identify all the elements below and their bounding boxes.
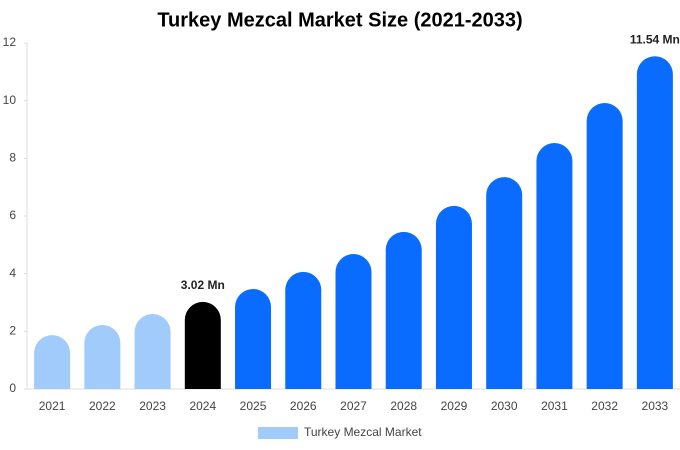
x-tick-label: 2021 <box>39 399 66 413</box>
legend-label: Turkey Mezcal Market <box>304 425 422 439</box>
bar <box>235 288 272 389</box>
x-tick-label: 2033 <box>642 399 669 413</box>
y-tick-label: 4 <box>9 266 16 280</box>
x-tick-label: 2032 <box>591 399 618 413</box>
x-tick-label: 2026 <box>290 399 317 413</box>
bar <box>335 254 372 389</box>
bar <box>586 102 623 390</box>
x-tick-label: 2031 <box>541 399 568 413</box>
x-tick-label: 2030 <box>491 399 518 413</box>
y-tick-label: 8 <box>9 151 16 165</box>
y-tick-label: 6 <box>9 208 16 222</box>
bar <box>486 177 523 389</box>
x-tick-label: 2029 <box>441 399 468 413</box>
y-tick-label: 12 <box>3 35 17 49</box>
y-tick-label: 2 <box>9 324 16 338</box>
x-tick-label: 2022 <box>89 399 116 413</box>
bar <box>435 205 472 389</box>
bar <box>385 231 422 389</box>
bar <box>536 143 573 389</box>
value-label: 11.54 Mn <box>630 32 680 46</box>
bar <box>84 324 121 389</box>
x-tick-label: 2023 <box>139 399 166 413</box>
y-tick-label: 10 <box>3 93 17 107</box>
bar <box>285 271 322 389</box>
legend-swatch <box>258 427 298 439</box>
y-tick-label: 0 <box>9 381 16 395</box>
bar <box>636 56 673 389</box>
bar <box>184 301 221 389</box>
bar <box>34 335 71 389</box>
x-tick-label: 2025 <box>240 399 267 413</box>
chart-title: Turkey Mezcal Market Size (2021-2033) <box>157 9 522 31</box>
value-label: 3.02 Mn <box>181 278 225 292</box>
x-tick-label: 2027 <box>340 399 367 413</box>
x-tick-label: 2028 <box>390 399 417 413</box>
x-tick-label: 2024 <box>189 399 216 413</box>
bar <box>134 314 171 389</box>
